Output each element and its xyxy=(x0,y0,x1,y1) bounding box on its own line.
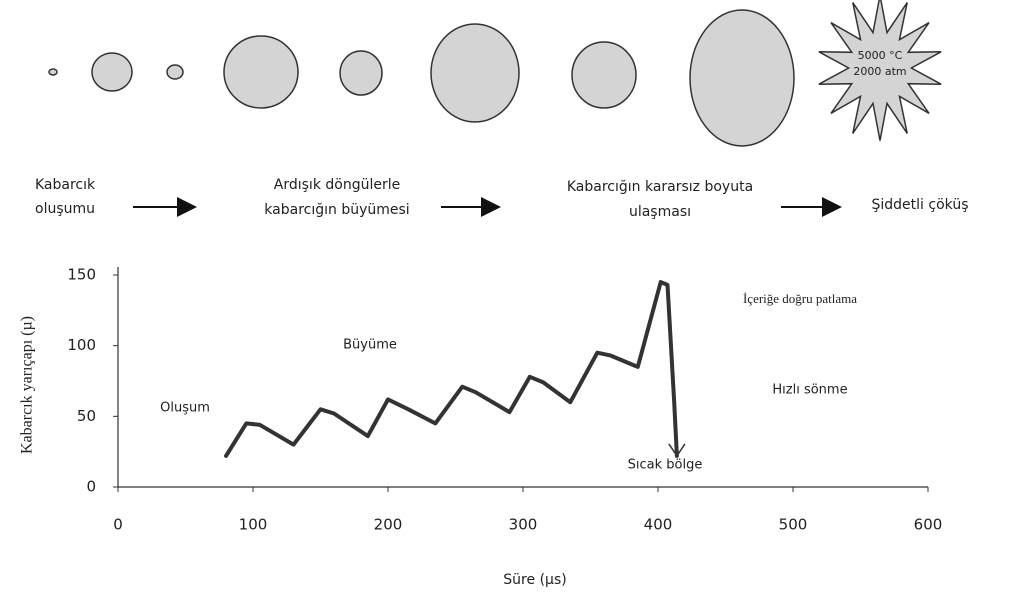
annotation: Oluşum xyxy=(160,401,210,416)
stage-label: ulaşması xyxy=(629,204,691,220)
y-axis-label: Kabarcık yarıçapı (µ) xyxy=(19,316,36,454)
bubble xyxy=(224,36,298,108)
bubble xyxy=(690,10,794,146)
annotation: Sıcak bölge xyxy=(628,458,703,473)
x-tick-label: 100 xyxy=(239,516,268,534)
x-tick-label: 0 xyxy=(113,516,123,534)
annotation: İçeriğe doğru patlama xyxy=(743,291,857,306)
y-tick-label: 150 xyxy=(67,266,96,284)
annotation: Hızlı sönme xyxy=(772,383,847,398)
bubble xyxy=(167,65,183,79)
bubble xyxy=(49,69,57,75)
stage-label: oluşumu xyxy=(35,201,95,217)
star-text: 2000 atm xyxy=(853,65,906,78)
bubble xyxy=(431,24,519,122)
stage-label: Kabarcığın kararsız boyuta xyxy=(567,179,753,195)
x-tick-label: 500 xyxy=(779,516,808,534)
page: 5000 °C 2000 atm Kabarcık oluşumu Ardışı… xyxy=(0,0,1025,603)
star-text: 5000 °C xyxy=(858,49,903,62)
chart: 0 50 100 150 0 100 200 300 400 500 600 Süre (µs) Kab… xyxy=(19,266,943,589)
stage-label: kabarcığın büyümesi xyxy=(264,202,409,218)
x-tick-label: 400 xyxy=(644,516,673,534)
bubble xyxy=(572,42,636,108)
bubble xyxy=(340,51,382,95)
y-tick-label: 100 xyxy=(67,336,96,354)
stage-label: Kabarcık xyxy=(35,177,96,193)
y-tick-label: 50 xyxy=(77,407,96,425)
stage-labels: Kabarcık oluşumu Ardışık döngülerle kaba… xyxy=(35,177,969,220)
y-tick-label: 0 xyxy=(86,478,96,496)
bubbles xyxy=(49,0,941,146)
x-axis-label: Süre (µs) xyxy=(503,572,566,588)
x-tick-label: 300 xyxy=(509,516,538,534)
data-line xyxy=(226,282,677,456)
x-tick-label: 600 xyxy=(914,516,943,534)
x-tick-label: 200 xyxy=(374,516,403,534)
stage-label: Şiddetli çöküş xyxy=(872,197,969,213)
annotation: Büyüme xyxy=(343,338,397,353)
bubble xyxy=(92,53,132,91)
stage-label: Ardışık döngülerle xyxy=(274,177,400,193)
